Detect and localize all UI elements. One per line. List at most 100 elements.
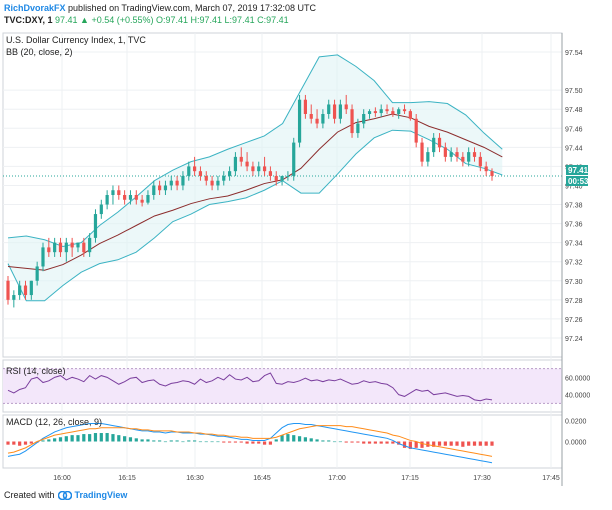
candle-body: [105, 195, 109, 205]
countdown-label: 00:53: [566, 176, 589, 186]
x-tick-label: 17:30: [473, 475, 491, 482]
candle-body: [181, 175, 185, 186]
macd-histogram-bar: [18, 441, 22, 446]
macd-histogram-bar: [408, 441, 412, 449]
candle: [467, 147, 471, 167]
candle-body: [99, 204, 103, 215]
macd-histogram-bar: [193, 440, 197, 442]
macd-histogram-bar: [58, 437, 63, 442]
candle-body: [193, 166, 197, 172]
candle: [350, 104, 354, 138]
macd-histogram-bar: [123, 436, 127, 442]
candle: [117, 185, 121, 200]
candle: [408, 109, 412, 121]
candle: [193, 156, 197, 176]
candle-body: [23, 285, 28, 296]
candle: [455, 147, 459, 162]
macd-histogram-bar: [268, 441, 273, 445]
rsi-pane: [3, 368, 562, 404]
candle-body: [239, 156, 243, 162]
macd-histogram-bar: [29, 441, 33, 444]
y-tick-label: 97.46: [565, 126, 583, 133]
macd-histogram-bar: [47, 439, 51, 442]
macd-histogram-bar: [350, 441, 354, 443]
candle: [140, 195, 144, 207]
macd-histogram-bar: [443, 441, 447, 446]
y-tick-label: 97.50: [565, 88, 583, 95]
countdown-text: 00:53: [568, 177, 589, 186]
candle: [432, 133, 436, 157]
candle: [47, 237, 51, 257]
candle: [82, 237, 86, 257]
macd-histogram-bar: [472, 441, 477, 446]
candle: [111, 185, 115, 205]
candle-body: [12, 295, 16, 300]
author-link[interactable]: RichDvorakFX: [4, 3, 66, 13]
macd-histogram-bar: [297, 436, 302, 442]
macd-histogram-bar: [76, 435, 80, 442]
candle: [449, 147, 453, 162]
candle-body: [472, 152, 477, 157]
rsi-tick-label: 60.0000: [565, 375, 590, 382]
macd-histogram-bar: [467, 441, 471, 446]
candle: [70, 237, 74, 257]
macd-histogram-bar: [344, 441, 348, 443]
rsi-band: [3, 368, 562, 404]
candle: [210, 175, 214, 191]
candle: [327, 99, 331, 119]
candle-body: [437, 137, 442, 148]
candle: [227, 166, 232, 181]
publish-line: RichDvorakFX published on TradingView.co…: [4, 2, 316, 14]
y-tick-label: 97.44: [565, 145, 583, 152]
candle-body: [210, 180, 214, 186]
macd-histogram-bar: [128, 437, 133, 442]
candle: [93, 209, 98, 243]
publish-info: published on TradingView.com, March 07, …: [68, 3, 317, 13]
macd-histogram-bar: [274, 439, 278, 442]
candle: [321, 109, 325, 129]
macd-histogram-bar: [327, 440, 331, 442]
candle-body: [350, 109, 354, 134]
x-tick-label: 16:45: [253, 475, 271, 482]
macd-histogram-bar: [82, 434, 86, 442]
macd-histogram-bar: [280, 435, 284, 442]
macd-histogram-bar: [245, 441, 249, 444]
macd-histogram-bar: [152, 440, 156, 442]
created-with-text: Created with: [4, 490, 55, 500]
candle-body: [461, 156, 465, 162]
macd-histogram-bar: [478, 441, 482, 446]
macd-histogram-bar: [64, 436, 68, 442]
candle: [216, 175, 220, 191]
y-tick-label: 97.38: [565, 203, 583, 210]
macd-histogram-bar: [414, 441, 418, 448]
macd-histogram-bar: [338, 441, 342, 443]
candle-body: [373, 111, 377, 114]
candle-body: [88, 237, 92, 253]
candle-body: [280, 175, 284, 181]
candle: [268, 166, 273, 181]
macd-histogram-bar: [321, 440, 325, 442]
candle: [391, 107, 395, 117]
macd-histogram-bar: [484, 441, 488, 446]
macd-histogram-bar: [163, 441, 168, 443]
candle: [484, 161, 488, 176]
macd-histogram-bar: [210, 441, 214, 443]
candle-body: [29, 280, 33, 296]
x-tick-label: 17:45: [542, 475, 560, 482]
x-tick-label: 17:00: [328, 475, 346, 482]
tradingview-link[interactable]: TradingView: [74, 490, 128, 500]
candle-body: [414, 118, 418, 143]
axis-layer: 97.5497.5097.4897.4697.4497.4297.4097.38…: [53, 33, 590, 486]
candle: [12, 290, 16, 308]
rsi-line: [7, 372, 493, 402]
candle-body: [455, 152, 459, 157]
ticker-symbol[interactable]: TVC:DXY, 1: [4, 15, 53, 25]
candle-body: [356, 123, 360, 134]
candle: [239, 147, 243, 167]
candle: [128, 190, 133, 205]
candle-body: [362, 114, 366, 124]
candle: [362, 109, 366, 129]
candle-body: [327, 104, 331, 114]
macd-histogram-bar: [204, 441, 208, 443]
